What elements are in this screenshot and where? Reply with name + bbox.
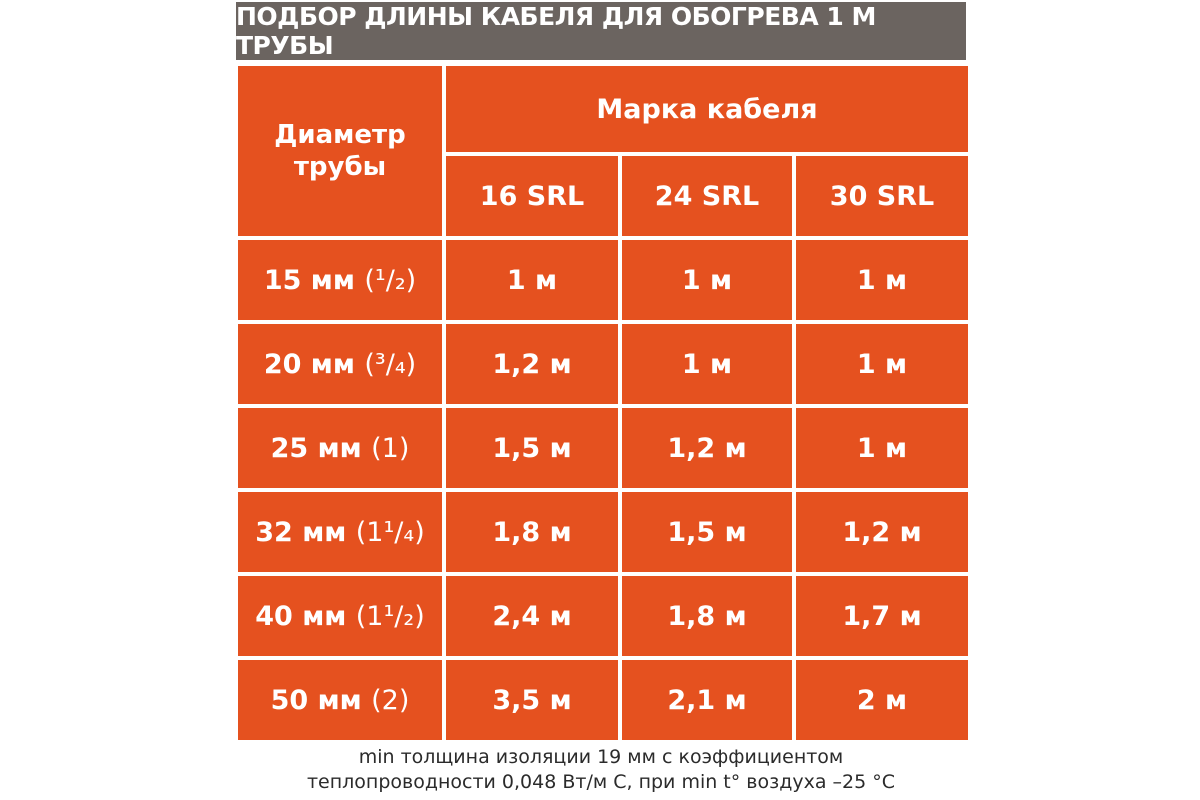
diameter-inch: (³/₄) [364,348,417,380]
diameter-cell: 20 мм (³/₄) [238,324,442,404]
length-cell: 1,2 м [796,492,968,572]
footnote-line: min толщина изоляции 19 мм с коэффициент… [358,746,844,768]
length-cell: 1 м [446,240,618,320]
diameter-mm: 20 мм [263,348,355,380]
column-header: 24 SRL [622,156,792,236]
diameter-cell: 15 мм (¹/₂) [238,240,442,320]
diameter-cell: 40 мм (1¹/₂) [238,576,442,656]
length-cell: 2,1 м [622,660,792,740]
length-cell: 2 м [796,660,968,740]
row-header-diameter: Диаметр трубы [238,66,442,236]
cable-length-table: Диаметр трубы Марка кабеля 16 SRL 24 SRL… [234,62,972,744]
table-row: 40 мм (1¹/₂) 2,4 м 1,8 м 1,7 м [238,576,968,656]
length-cell: 1 м [796,408,968,488]
footnote-line: теплопроводности 0,048 Вт/м С, при min t… [306,771,896,793]
diameter-inch: (¹/₂) [364,264,417,296]
diameter-cell: 25 мм (1) [238,408,442,488]
page-title: ПОДБОР ДЛИНЫ КАБЕЛЯ ДЛЯ ОБОГРЕВА 1 М ТРУ… [236,2,966,60]
diameter-mm: 32 мм [255,516,347,548]
diameter-inch: (2) [371,684,410,716]
diameter-cell: 32 мм (1¹/₄) [238,492,442,572]
length-cell: 3,5 м [446,660,618,740]
column-header: 16 SRL [446,156,618,236]
length-cell: 1 м [622,324,792,404]
diameter-mm: 15 мм [263,264,355,296]
length-cell: 2,4 м [446,576,618,656]
length-cell: 1 м [622,240,792,320]
length-cell: 1,7 м [796,576,968,656]
diameter-inch: (1¹/₂) [355,600,425,632]
footnote: min толщина изоляции 19 мм с коэффициент… [236,745,966,795]
group-header-cable-brand: Марка кабеля [446,66,968,152]
length-cell: 1,8 м [622,576,792,656]
length-cell: 1,2 м [446,324,618,404]
diameter-mm: 40 мм [255,600,347,632]
diameter-mm: 50 мм [270,684,362,716]
diameter-inch: (1) [371,432,410,464]
table-row: 32 мм (1¹/₄) 1,8 м 1,5 м 1,2 м [238,492,968,572]
diameter-cell: 50 мм (2) [238,660,442,740]
length-cell: 1 м [796,240,968,320]
diameter-inch: (1¹/₄) [355,516,425,548]
diameter-mm: 25 мм [270,432,362,464]
length-cell: 1,5 м [622,492,792,572]
length-cell: 1,8 м [446,492,618,572]
length-cell: 1 м [796,324,968,404]
column-header: 30 SRL [796,156,968,236]
length-cell: 1,5 м [446,408,618,488]
length-cell: 1,2 м [622,408,792,488]
